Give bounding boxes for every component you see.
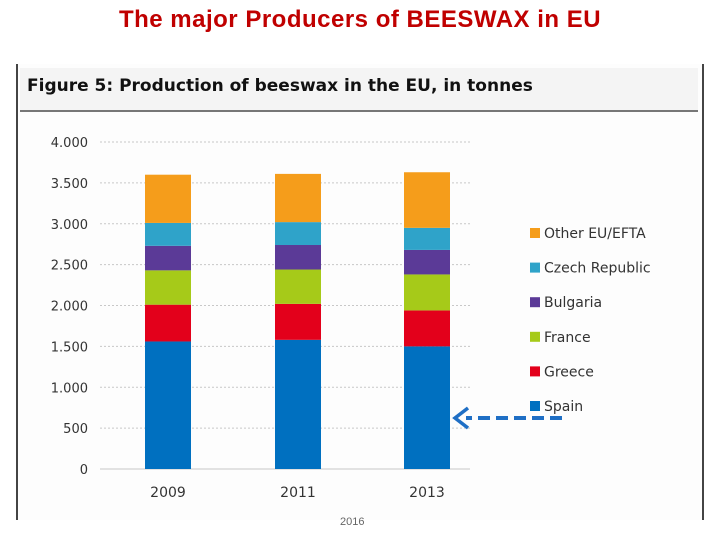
figure-title: Figure 5: Production of beeswax in the E… — [27, 76, 533, 96]
y-tick-label: 2.500 — [51, 259, 88, 274]
bar-segment-czech-republic-2013 — [404, 227, 450, 250]
slide-title: The major Producers of BEESWAX in EU — [118, 6, 602, 33]
bar-segment-france-2011 — [275, 269, 321, 304]
bar-segment-spain-2009 — [145, 341, 191, 469]
bar-segment-bulgaria-2013 — [404, 249, 450, 275]
x-tick-label: 2009 — [150, 485, 186, 501]
bar-segment-czech-republic-2009 — [145, 222, 191, 246]
y-tick-label: 3.000 — [51, 218, 88, 233]
bar-segment-greece-2013 — [404, 310, 450, 347]
y-tick-label: 500 — [63, 422, 88, 437]
bar-segment-czech-republic-2011 — [275, 222, 321, 246]
figure-frame — [16, 64, 704, 520]
y-tick-label: 0 — [80, 463, 88, 478]
bar-segment-other-eu-efta-2013 — [404, 172, 450, 228]
x-tick-label: 2011 — [280, 485, 316, 501]
legend-swatch — [530, 228, 540, 238]
y-tick-label: 1.000 — [51, 381, 88, 396]
bar-segment-other-eu-efta-2009 — [145, 174, 191, 223]
legend-swatch — [530, 331, 540, 342]
legend-label: Greece — [544, 364, 594, 380]
bar-segment-bulgaria-2009 — [145, 245, 191, 271]
legend-label: Czech Republic — [544, 261, 651, 277]
legend-swatch — [530, 297, 540, 308]
legend-swatch — [530, 262, 540, 273]
y-tick-label: 4.000 — [51, 136, 88, 151]
bar-segment-spain-2013 — [404, 346, 450, 469]
legend-swatch — [530, 366, 540, 377]
bar-segment-greece-2011 — [275, 303, 321, 340]
bar-segment-greece-2009 — [145, 304, 191, 342]
y-tick-label: 1.500 — [51, 340, 88, 355]
annotation-arrow-head — [452, 406, 470, 430]
bar-segment-bulgaria-2011 — [275, 245, 321, 270]
legend-label: Other EU/EFTA — [544, 226, 646, 242]
bar-segment-france-2013 — [404, 274, 450, 311]
bar-segment-other-eu-efta-2011 — [275, 173, 321, 223]
footer-text: 2016 — [340, 516, 365, 528]
figure-header — [20, 68, 698, 112]
legend-label: Bulgaria — [544, 295, 602, 311]
bar-segment-spain-2011 — [275, 339, 321, 469]
legend-label: Spain — [544, 399, 583, 415]
legend-swatch — [530, 401, 540, 411]
bar-segment-france-2009 — [145, 270, 191, 305]
y-tick-label: 2.000 — [51, 300, 88, 315]
x-tick-label: 2013 — [409, 485, 445, 501]
y-tick-label: 3.500 — [51, 177, 88, 192]
legend-label: France — [544, 330, 591, 346]
